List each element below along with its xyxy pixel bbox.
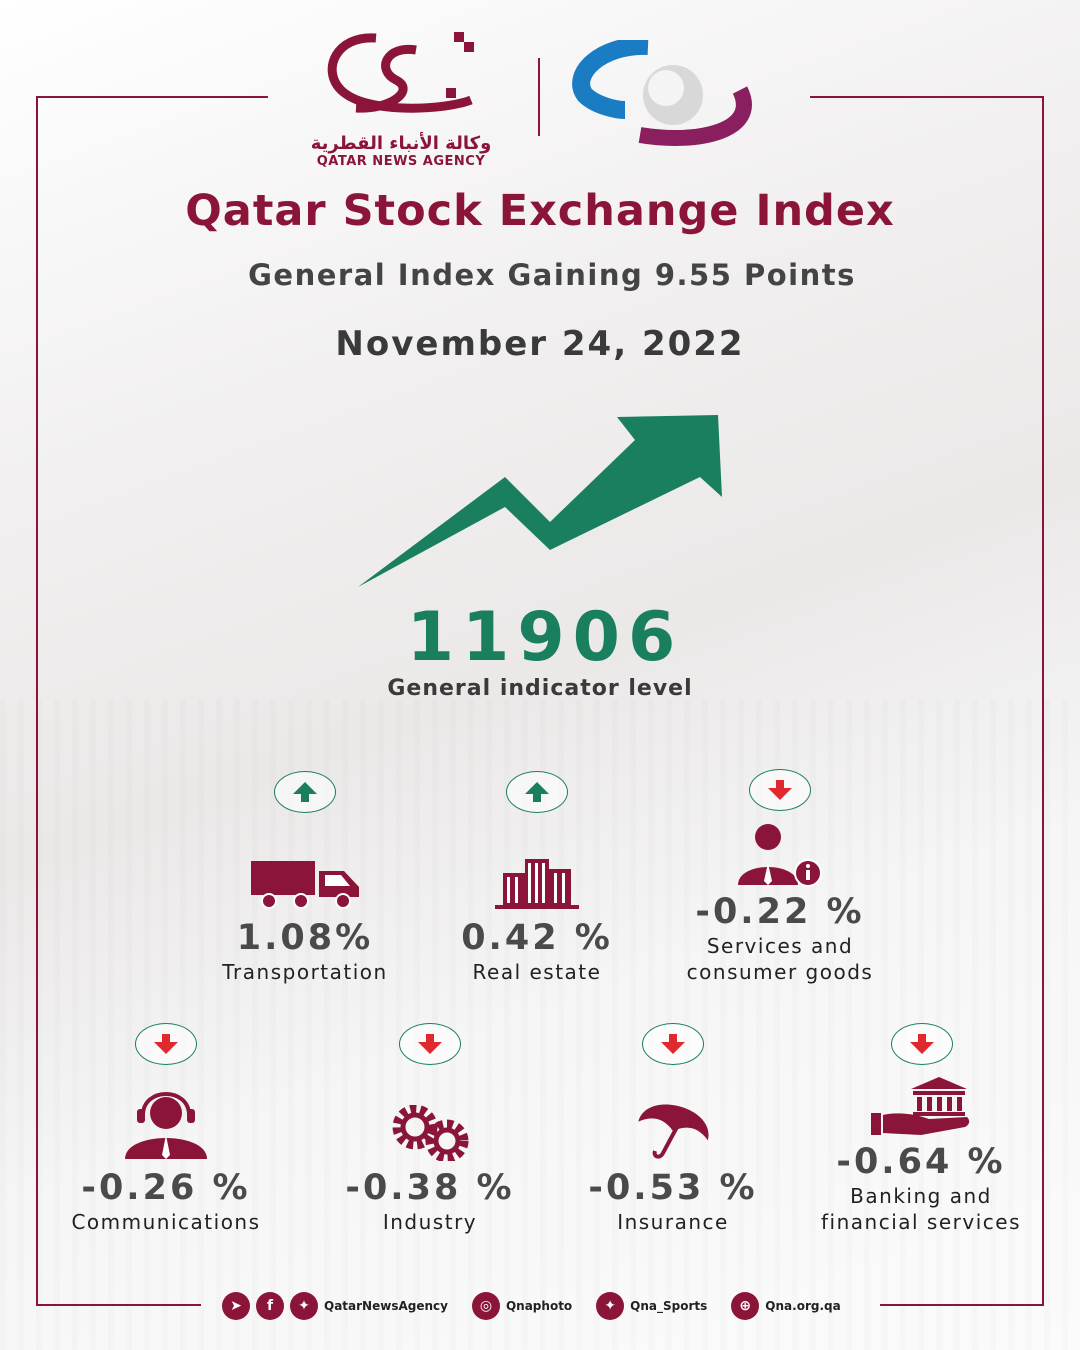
logo-english-text: QATAR NEWS AGENCY <box>316 154 486 169</box>
sector-label: Insurance <box>617 1210 729 1234</box>
sector-value: -0.26 % <box>81 1168 251 1208</box>
sector-value: -0.53 % <box>588 1168 758 1208</box>
qna-logo: وكالة الأنباء القطرية QATAR NEWS AGENCY <box>296 30 506 169</box>
down-arrow-icon <box>749 769 811 811</box>
sector-banking-financial: -0.64 % Banking and financial services <box>791 1023 1051 1235</box>
sector-label-line2: consumer goods <box>686 960 874 984</box>
qna-logo-mark <box>327 32 474 113</box>
website-link[interactable]: Qna.org.qa <box>765 1299 841 1313</box>
sector-value: -0.64 % <box>836 1142 1006 1182</box>
down-arrow-icon <box>891 1023 953 1065</box>
frame-right <box>1042 96 1044 1306</box>
sector-value: -0.38 % <box>345 1168 515 1208</box>
sector-label: Banking and <box>850 1184 992 1208</box>
logo-divider <box>538 58 540 136</box>
index-value: 11906 <box>406 598 684 677</box>
sector-label: Communications <box>71 1210 261 1234</box>
social-footer: ➤ f ✦ QatarNewsAgency ◎ Qnaphoto ✦ Qna_S… <box>222 1292 841 1320</box>
frame-top-left <box>36 96 268 98</box>
sector-communications: -0.26 % Communications <box>36 1023 296 1235</box>
sector-label: Services and <box>706 934 854 958</box>
sector-label-line2: financial services <box>821 1210 1021 1234</box>
down-arrow-icon <box>399 1023 461 1065</box>
facebook-icon[interactable]: f <box>256 1292 284 1320</box>
sector-real-estate: 0.42 % Real estate <box>407 771 667 985</box>
logo-arabic-text: وكالة الأنباء القطرية <box>310 133 492 154</box>
headset-icon <box>36 1071 296 1161</box>
sector-insurance: -0.53 % Insurance <box>543 1023 803 1235</box>
building-icon <box>407 819 667 909</box>
subtitle: General Index Gaining 9.55 Points <box>248 258 856 292</box>
frame-bottom-left <box>36 1304 201 1306</box>
globe-icon[interactable]: ⊕ <box>731 1292 760 1320</box>
sector-label: Industry <box>382 1210 478 1234</box>
frame-bottom-right <box>880 1304 1044 1306</box>
date: November 24, 2022 <box>335 324 745 364</box>
truck-icon <box>175 819 435 909</box>
umbrella-icon <box>543 1071 803 1161</box>
qse-logo <box>570 36 770 150</box>
down-arrow-icon <box>642 1023 704 1065</box>
index-label: General indicator level <box>387 676 693 701</box>
page-title: Qatar Stock Exchange Index <box>185 186 895 236</box>
handle-photo[interactable]: Qnaphoto <box>505 1299 573 1313</box>
telegram-icon[interactable]: ➤ <box>222 1292 250 1320</box>
sector-label: Real estate <box>472 960 602 984</box>
up-arrow-icon <box>506 771 568 813</box>
up-arrow-icon <box>274 771 336 813</box>
sector-services-consumer-goods: -0.22 % Services and consumer goods <box>650 769 910 985</box>
frame-top-right <box>810 96 1044 98</box>
handle-sports[interactable]: Qna_Sports <box>630 1299 708 1313</box>
sector-transportation: 1.08% Transportation <box>175 771 435 985</box>
sector-value: -0.22 % <box>695 892 865 932</box>
bank-hand-icon <box>791 1071 1051 1137</box>
twitter-icon[interactable]: ✦ <box>290 1292 318 1320</box>
twitter-icon[interactable]: ✦ <box>596 1292 625 1320</box>
frame-left <box>36 96 38 1306</box>
sector-industry: -0.38 % Industry <box>300 1023 560 1235</box>
sector-value: 0.42 % <box>461 918 613 958</box>
down-arrow-icon <box>135 1023 197 1065</box>
trend-up-arrow-icon <box>358 415 722 587</box>
sector-label: Transportation <box>222 960 388 984</box>
instagram-icon[interactable]: ◎ <box>471 1292 500 1320</box>
handle-main[interactable]: QatarNewsAgency <box>324 1299 448 1313</box>
gears-icon <box>300 1071 560 1161</box>
sector-value: 1.08% <box>236 918 374 958</box>
service-agent-icon <box>650 817 910 887</box>
